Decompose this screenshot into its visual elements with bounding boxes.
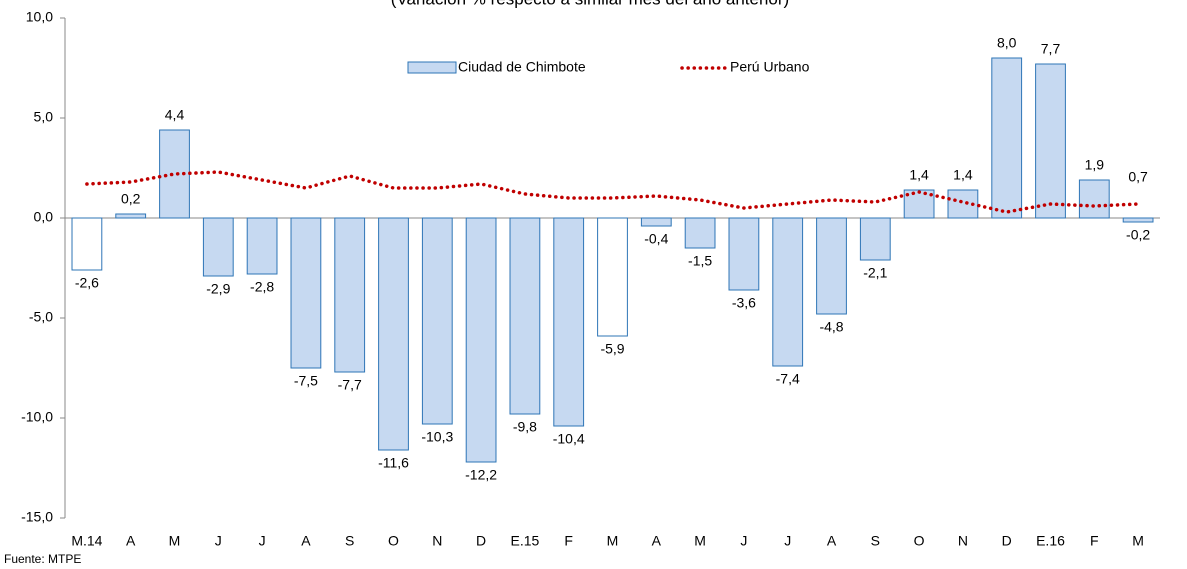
value-label: -7,5	[294, 373, 318, 389]
x-tick-label: O	[388, 533, 399, 549]
value-label: -12,2	[465, 467, 497, 483]
bar	[465, 217, 497, 463]
bar	[334, 217, 366, 373]
bar	[378, 217, 409, 451]
x-tick-label: A	[827, 533, 837, 549]
x-tick-label: M	[1132, 533, 1144, 549]
value-label: -2,9	[206, 281, 230, 297]
x-tick-label: N	[958, 533, 968, 549]
y-tick-label: -5,0	[29, 309, 53, 325]
x-tick-label: J	[784, 533, 791, 549]
bar	[246, 217, 278, 275]
bar	[816, 217, 847, 315]
legend-label: Ciudad de Chimbote	[458, 59, 586, 75]
x-tick-label: J	[259, 533, 266, 549]
legend-label: Perú Urbano	[730, 59, 810, 75]
x-tick-label: E.16	[1036, 533, 1065, 549]
value-label: 7,7	[1041, 41, 1061, 57]
x-tick-label: O	[914, 533, 925, 549]
value-label: -2,1	[863, 265, 887, 281]
source: Fuente: MTPE	[4, 552, 81, 566]
value-label: -3,6	[732, 295, 756, 311]
bar	[772, 217, 804, 367]
value-label: 8,0	[997, 35, 1017, 51]
value-label: -7,7	[338, 377, 362, 393]
bar	[71, 217, 103, 271]
bar	[509, 217, 541, 415]
value-label: 0,7	[1128, 169, 1148, 185]
bar	[684, 217, 716, 249]
value-label: -9,8	[513, 419, 537, 435]
bar	[859, 217, 891, 261]
x-tick-label: J	[215, 533, 222, 549]
chart-subtitle: (Variación % respecto a similar mes del …	[391, 0, 789, 8]
value-label: -0,4	[644, 231, 668, 247]
bar	[1035, 63, 1066, 219]
x-tick-label: J	[740, 533, 747, 549]
value-label: -2,6	[75, 275, 99, 291]
bar	[640, 217, 672, 227]
x-tick-label: D	[1002, 533, 1012, 549]
y-tick-label: 5,0	[34, 109, 54, 125]
bar	[1122, 217, 1154, 223]
y-tick-label: 10,0	[26, 9, 53, 25]
bar	[597, 217, 628, 337]
bar	[202, 217, 234, 277]
x-tick-label: N	[432, 533, 442, 549]
value-label: 1,4	[909, 167, 929, 183]
line	[85, 170, 1140, 214]
x-tick-label: F	[1090, 533, 1099, 549]
x-tick-label: A	[126, 533, 136, 549]
value-label: 1,4	[953, 167, 973, 183]
legend-swatch	[407, 61, 457, 74]
x-tick-label: M	[169, 533, 181, 549]
value-label: -7,4	[776, 371, 800, 387]
x-tick-label: A	[301, 533, 311, 549]
x-tick-label: M	[694, 533, 706, 549]
x-tick-label: E.15	[510, 533, 539, 549]
x-tick-label: F	[564, 533, 573, 549]
bar	[991, 57, 1023, 219]
value-label: 0,2	[121, 191, 141, 207]
value-label: -4,8	[819, 319, 843, 335]
x-tick-label: S	[345, 533, 354, 549]
x-tick-label: A	[652, 533, 662, 549]
y-tick-label: 0,0	[34, 209, 54, 225]
value-label: -1,5	[688, 253, 712, 269]
x-tick-label: D	[476, 533, 486, 549]
value-label: -5,9	[600, 341, 624, 357]
bar	[1078, 179, 1110, 219]
bar	[290, 217, 322, 369]
value-label: -10,3	[421, 429, 453, 445]
bar	[553, 217, 585, 427]
value-label: 4,4	[165, 107, 185, 123]
value-label: -10,4	[553, 431, 585, 447]
bar	[421, 217, 453, 425]
x-tick-label: S	[871, 533, 880, 549]
bar	[115, 213, 147, 219]
value-label: -11,6	[378, 455, 409, 471]
value-label: -0,2	[1126, 227, 1150, 243]
y-tick-label: -10,0	[21, 409, 53, 425]
y-tick-label: -15,0	[21, 509, 53, 525]
bar	[728, 217, 760, 291]
value-label: -2,8	[250, 279, 274, 295]
x-tick-label: M.14	[71, 533, 102, 549]
x-tick-label: M	[607, 533, 619, 549]
value-label: 1,9	[1085, 157, 1105, 173]
